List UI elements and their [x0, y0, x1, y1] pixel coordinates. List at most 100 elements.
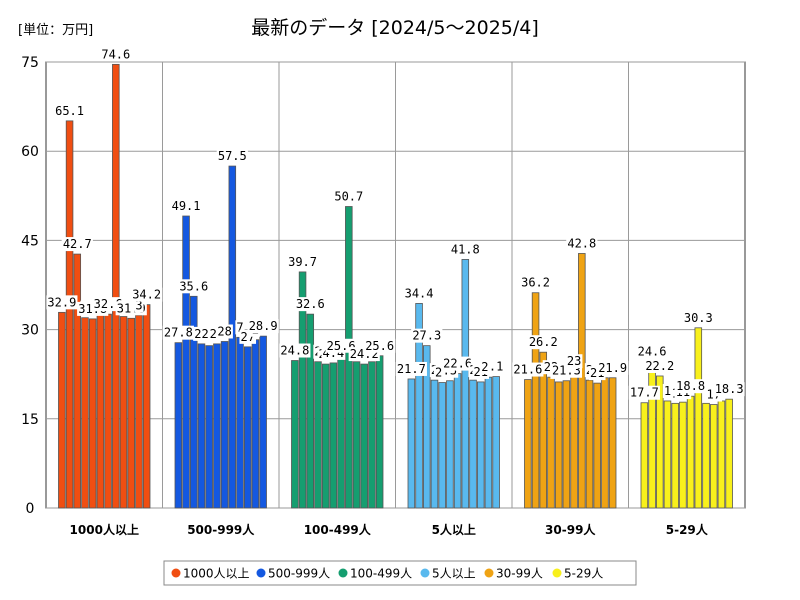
bar [570, 370, 578, 509]
data-label: 50.7 [334, 190, 363, 204]
data-label-bg [216, 324, 233, 339]
bar [709, 404, 718, 509]
bar [197, 343, 206, 509]
bar [375, 355, 384, 509]
data-label-bg [403, 286, 435, 301]
legend-label: 500-999人 [268, 567, 330, 581]
bar [81, 317, 89, 509]
data-label: 22 [194, 327, 208, 341]
data-label: 35.6 [179, 279, 208, 293]
bar [251, 339, 260, 509]
bar [127, 317, 135, 509]
data-label: 42.8 [567, 236, 596, 250]
data-label-bg [713, 382, 745, 397]
x-category-label: 30-99人 [545, 522, 596, 537]
bar [562, 380, 571, 509]
legend: 1000人以上 500-999人 100-499人 5人以上 30-99人 5-29人 [163, 560, 637, 586]
bar [663, 400, 672, 509]
bar [321, 363, 330, 509]
data-label: 30.3 [684, 311, 713, 325]
data-label: 3 [135, 298, 142, 312]
bar [259, 335, 267, 509]
data-label: 23 [567, 354, 581, 368]
bar [686, 395, 695, 509]
bar [656, 375, 664, 509]
bar [640, 402, 649, 509]
data-label: 42.7 [63, 237, 92, 251]
data-label-bg [294, 297, 326, 312]
data-label-bg [279, 343, 311, 358]
data-labels: 32.965.142.7331.83232.674.631.9334.227.8… [46, 47, 745, 402]
data-label-bg [662, 383, 673, 398]
y-tick-label: 45 [21, 233, 39, 249]
chart-title: 最新のデータ [2024/5～2025/4] [251, 17, 539, 39]
data-label: 34.2 [132, 288, 161, 302]
data-label-bg [512, 362, 544, 377]
data-label-bg [411, 328, 443, 343]
data-label-bg [565, 354, 583, 369]
bar [119, 316, 128, 509]
data-label: 28 [217, 324, 231, 338]
data-label: 18.8 [676, 379, 705, 393]
bar [291, 360, 299, 509]
legend-marker [552, 568, 562, 578]
bar [243, 346, 252, 509]
data-label: 21.7 [397, 362, 426, 376]
data-label-bg [442, 356, 474, 371]
data-label-bg [247, 319, 279, 334]
bar [88, 318, 97, 509]
data-label-bg [46, 295, 78, 310]
data-label-bg [527, 335, 559, 350]
data-label: 32.6 [94, 297, 123, 311]
legend-label: 5-29人 [564, 567, 603, 581]
bar [554, 381, 563, 509]
data-label: 26.2 [529, 335, 558, 349]
data-label: 7 [236, 320, 243, 334]
data-label: 74.6 [101, 47, 130, 61]
bar [104, 313, 112, 509]
bar [73, 253, 82, 509]
data-label-bg [178, 279, 210, 294]
data-label: 27.3 [412, 329, 441, 343]
data-label: 21.9 [598, 361, 627, 375]
bar [476, 381, 485, 509]
x-category-label: 5-29人 [666, 522, 709, 537]
bar [112, 63, 120, 509]
bar [446, 380, 454, 509]
bar [352, 361, 361, 509]
data-label: 65.1 [55, 104, 84, 118]
bar [236, 336, 244, 509]
bar [314, 361, 322, 509]
bar [407, 378, 416, 509]
data-label: 24.6 [638, 345, 667, 359]
data-label: 36.2 [521, 276, 550, 290]
legend-marker [484, 568, 494, 578]
bar [648, 361, 656, 509]
legend-marker [256, 568, 266, 578]
y-tick-label: 15 [21, 412, 39, 428]
bar [298, 271, 307, 509]
y-tick-label: 75 [21, 55, 39, 71]
bar [58, 311, 66, 509]
axes: 0 15 30 45 60 75 1000人以上 500-999人 100-499人 5人以上 30… [21, 55, 709, 537]
bar [142, 304, 151, 509]
data-label-bg [628, 385, 660, 400]
data-label: 18.3 [715, 382, 744, 396]
bar [306, 313, 315, 509]
bar [531, 292, 540, 509]
data-label: 24.8 [280, 344, 309, 358]
data-label: 25.6 [365, 339, 394, 353]
x-category-label: 1000人以上 [70, 522, 139, 537]
legend-label: 1000人以上 [183, 567, 250, 581]
y-tick-label: 30 [21, 323, 39, 339]
data-label-bg [134, 298, 144, 313]
data-label-bg [682, 310, 714, 325]
bar [415, 303, 423, 509]
data-label-bg [636, 344, 668, 359]
unit-label: [単位：万円] [18, 22, 93, 38]
data-label-bg [235, 320, 245, 335]
legend-label: 100-499人 [350, 567, 412, 581]
bar [469, 379, 477, 509]
bar [368, 361, 376, 509]
